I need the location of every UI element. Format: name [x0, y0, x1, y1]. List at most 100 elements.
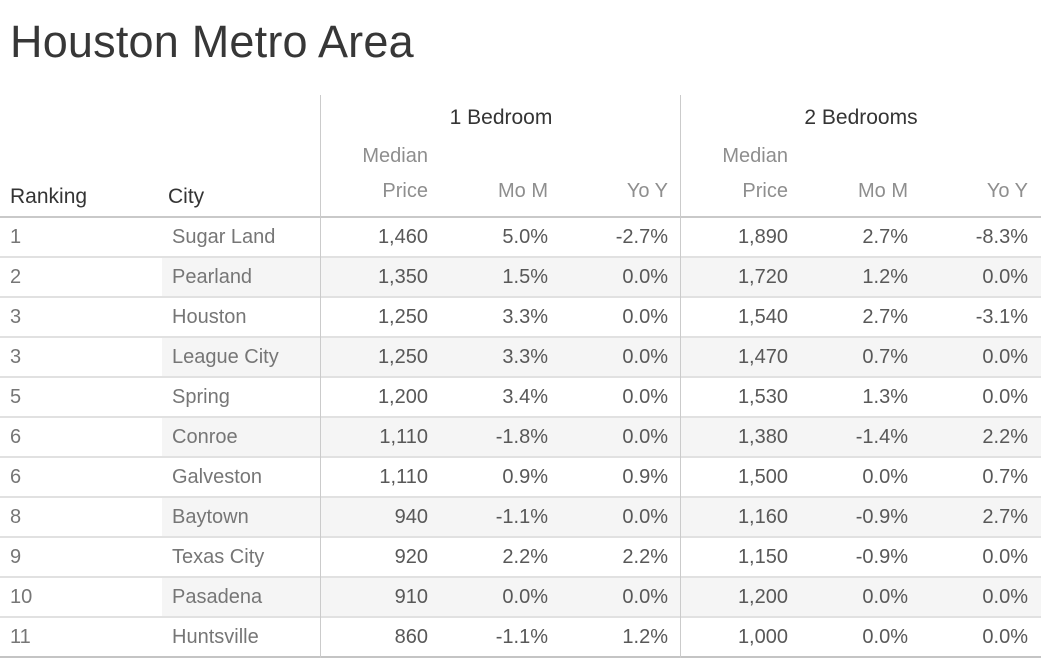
br1-mom-cell[interactable]: 3.3%: [502, 306, 548, 328]
br1-mom-cell[interactable]: 2.2%: [502, 546, 548, 568]
ranking-column-header[interactable]: Ranking: [10, 185, 88, 208]
ranking-cell[interactable]: 5: [10, 386, 22, 408]
br1-mom-cell[interactable]: -1.1%: [441, 498, 561, 536]
br2-mom-cell[interactable]: -0.9%: [855, 546, 908, 568]
br2-yoy-cell[interactable]: 0.0%: [921, 578, 1041, 616]
br1-mom-header[interactable]: Mo M: [498, 180, 548, 202]
br2-median-price-cell[interactable]: 1,470: [681, 338, 801, 376]
city-cell[interactable]: Baytown: [162, 498, 321, 536]
br1-median-price-cell[interactable]: 1,250: [321, 338, 441, 376]
table-body: 1 Sugar Land 1,460 5.0% -2.7% 1,890 2.7% -8.3% 2…: [0, 218, 1041, 658]
br2-mom-cell[interactable]: 0.0%: [862, 626, 908, 648]
ranking-cell[interactable]: 10: [10, 586, 33, 608]
br1-median-price-cell[interactable]: 1,110: [379, 466, 428, 488]
br1-yoy-cell[interactable]: 0.0%: [561, 258, 681, 296]
ranking-cell[interactable]: 6: [10, 426, 22, 448]
br2-mom-cell[interactable]: 2.7%: [862, 226, 908, 248]
ranking-cell[interactable]: 2: [10, 266, 22, 288]
br2-yoy-cell[interactable]: 0.0%: [982, 386, 1028, 408]
br1-median-price-cell[interactable]: 940: [321, 498, 441, 536]
br2-mom-header[interactable]: Mo M: [858, 180, 908, 202]
br1-median-price-cell[interactable]: 1,250: [377, 306, 428, 328]
ranking-cell[interactable]: 1: [10, 226, 22, 248]
city-cell[interactable]: Huntsville: [172, 626, 259, 648]
br1-yoy-cell[interactable]: 0.0%: [561, 418, 681, 456]
br1-mom-cell[interactable]: 3.3%: [441, 338, 561, 376]
br1-yoy-cell[interactable]: 0.0%: [561, 578, 681, 616]
pane-divider-left: [320, 95, 321, 658]
br2-median-price-cell[interactable]: 1,000: [737, 626, 788, 648]
city-cell[interactable]: Pearland: [162, 258, 321, 296]
br1-median-price-cell[interactable]: 1,110: [321, 418, 441, 456]
br2-mom-cell[interactable]: 1.3%: [862, 386, 908, 408]
br2-mom-cell[interactable]: 1.2%: [801, 258, 921, 296]
br2-median-price-header[interactable]: Median Price: [722, 145, 788, 202]
br2-yoy-cell[interactable]: 0.0%: [921, 258, 1041, 296]
br1-median-price-cell[interactable]: 860: [394, 626, 428, 648]
br2-median-price-cell[interactable]: 1,720: [681, 258, 801, 296]
br1-yoy-cell[interactable]: -2.7%: [615, 226, 668, 248]
ranking-cell[interactable]: 8: [10, 506, 22, 528]
br2-median-price-cell[interactable]: 1,200: [681, 578, 801, 616]
br1-yoy-cell[interactable]: 0.0%: [561, 338, 681, 376]
city-cell[interactable]: Pasadena: [162, 578, 321, 616]
br1-mom-cell[interactable]: 0.9%: [502, 466, 548, 488]
column-group-1-bedroom[interactable]: 1 Bedroom: [449, 106, 553, 129]
br1-yoy-cell[interactable]: 0.9%: [622, 466, 668, 488]
br2-median-price-cell[interactable]: 1,500: [737, 466, 788, 488]
br2-yoy-cell[interactable]: 2.2%: [921, 418, 1041, 456]
br2-median-price-cell[interactable]: 1,160: [681, 498, 801, 536]
br1-yoy-cell[interactable]: 0.0%: [622, 386, 668, 408]
br2-yoy-cell[interactable]: 0.0%: [982, 546, 1028, 568]
br2-mom-cell[interactable]: 2.7%: [862, 306, 908, 328]
br1-mom-cell[interactable]: -1.8%: [441, 418, 561, 456]
ranking-cell[interactable]: 6: [10, 466, 22, 488]
br1-median-price-cell[interactable]: 910: [321, 578, 441, 616]
br1-mom-cell[interactable]: 5.0%: [502, 226, 548, 248]
br2-yoy-cell[interactable]: 0.7%: [982, 466, 1028, 488]
br2-yoy-cell[interactable]: 0.0%: [921, 338, 1041, 376]
city-cell[interactable]: Texas City: [172, 546, 265, 568]
br1-yoy-cell[interactable]: 1.2%: [622, 626, 668, 648]
city-cell[interactable]: Sugar Land: [172, 226, 276, 248]
ranking-cell[interactable]: 3: [10, 306, 22, 328]
br2-median-price-cell[interactable]: 1,890: [737, 226, 788, 248]
br2-median-price-cell[interactable]: 1,150: [737, 546, 788, 568]
br2-median-price-cell[interactable]: 1,530: [737, 386, 788, 408]
br2-yoy-cell[interactable]: -3.1%: [975, 306, 1028, 328]
br2-mom-cell[interactable]: 0.7%: [801, 338, 921, 376]
br1-median-price-cell[interactable]: 1,350: [321, 258, 441, 296]
br1-median-price-cell[interactable]: 1,460: [377, 226, 428, 248]
br1-yoy-cell[interactable]: 2.2%: [622, 546, 668, 568]
br1-median-price-header[interactable]: Median Price: [362, 145, 428, 202]
br2-median-price-cell[interactable]: 1,540: [737, 306, 788, 328]
ranking-cell[interactable]: 3: [10, 346, 22, 368]
city-cell[interactable]: Conroe: [162, 418, 321, 456]
br2-yoy-cell[interactable]: -8.3%: [975, 226, 1028, 248]
br1-mom-cell[interactable]: 3.4%: [502, 386, 548, 408]
ranking-cell[interactable]: 9: [10, 546, 22, 568]
br1-yoy-cell[interactable]: 0.0%: [622, 306, 668, 328]
ranking-cell[interactable]: 11: [10, 626, 31, 648]
city-cell[interactable]: League City: [162, 338, 321, 376]
city-cell[interactable]: Houston: [172, 306, 247, 328]
br1-mom-cell[interactable]: 0.0%: [441, 578, 561, 616]
br2-yoy-header[interactable]: Yo Y: [986, 180, 1028, 202]
br1-yoy-cell[interactable]: 0.0%: [561, 498, 681, 536]
br2-yoy-cell[interactable]: 0.0%: [982, 626, 1028, 648]
br1-median-price-cell[interactable]: 920: [394, 546, 428, 568]
city-column-header[interactable]: City: [168, 185, 205, 208]
br2-median-price-cell[interactable]: 1,380: [681, 418, 801, 456]
br2-mom-cell[interactable]: -1.4%: [801, 418, 921, 456]
br1-yoy-header[interactable]: Yo Y: [626, 180, 668, 202]
br2-mom-cell[interactable]: -0.9%: [801, 498, 921, 536]
column-group-2-bedrooms[interactable]: 2 Bedrooms: [804, 106, 918, 129]
br2-mom-cell[interactable]: 0.0%: [862, 466, 908, 488]
br1-mom-cell[interactable]: -1.1%: [495, 626, 548, 648]
br1-median-price-cell[interactable]: 1,200: [377, 386, 428, 408]
city-cell[interactable]: Galveston: [172, 466, 263, 488]
br1-mom-cell[interactable]: 1.5%: [441, 258, 561, 296]
br2-mom-cell[interactable]: 0.0%: [801, 578, 921, 616]
br2-yoy-cell[interactable]: 2.7%: [921, 498, 1041, 536]
city-cell[interactable]: Spring: [172, 386, 230, 408]
